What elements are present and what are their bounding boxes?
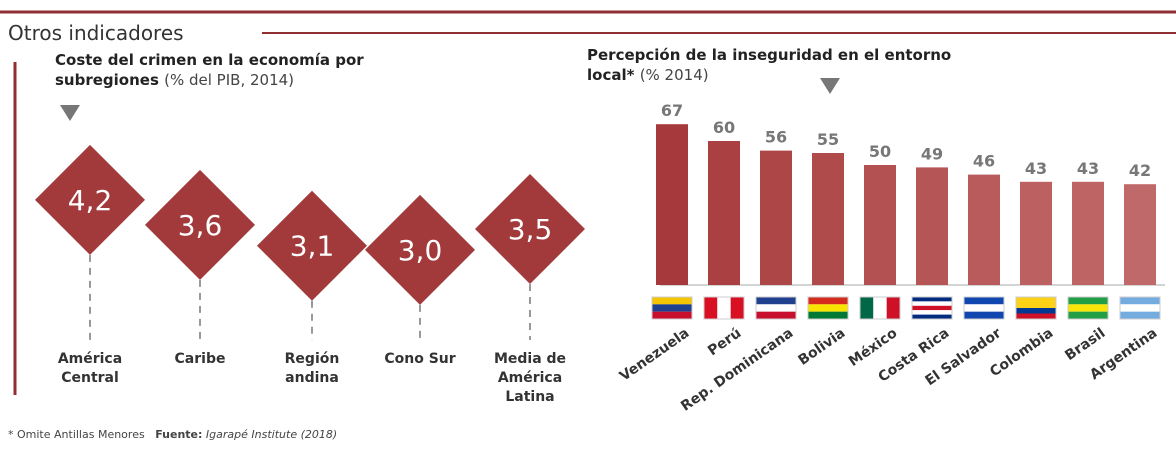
flag-border — [1067, 296, 1109, 320]
bar — [812, 153, 844, 285]
flag-stripe — [964, 304, 1004, 312]
flag-stripe — [1120, 304, 1160, 312]
value-label: 49 — [921, 144, 943, 163]
category-label: Cono Sur — [384, 351, 456, 367]
flag-stripe — [756, 311, 796, 319]
flag-stripe — [912, 301, 952, 306]
footer: * Omite Antillas Menores Fuente: Igarapé… — [8, 428, 337, 441]
flag-stripe — [964, 297, 1004, 305]
category-label: América Central — [57, 351, 123, 386]
flag-stripe — [1120, 311, 1160, 319]
value-label: 3,6 — [178, 209, 223, 242]
bar — [760, 150, 792, 285]
category-label: Brasil — [1062, 325, 1108, 364]
flag-stripe — [1016, 313, 1056, 319]
header-title: Otros indicadores — [8, 21, 184, 45]
category-label: Perú — [705, 325, 744, 359]
subtitle: (% 2014) — [639, 66, 709, 84]
flag-stripe — [1016, 297, 1056, 303]
flag-stripe — [808, 304, 848, 312]
bar — [1124, 184, 1156, 285]
flag-stripe — [912, 297, 952, 302]
marker — [820, 78, 840, 94]
flag-stripe — [808, 311, 848, 319]
value-label: 43 — [1077, 159, 1099, 178]
right-heading: Percepción de la inseguridad en el entor… — [587, 45, 957, 85]
flag-stripe — [1068, 311, 1108, 319]
note: * Omite Antillas Menores — [8, 428, 145, 441]
bar — [864, 165, 896, 285]
flag-stripe — [756, 304, 796, 312]
source: Igarapé Institute (2018) — [205, 428, 338, 441]
value-label: 55 — [817, 130, 839, 149]
subtitle: (% del PIB, 2014) — [164, 71, 295, 89]
value-label: 46 — [973, 152, 995, 171]
source-label: Fuente: — [155, 428, 203, 441]
flag-stripe — [912, 310, 952, 315]
flag-stripe — [912, 314, 952, 319]
value-label: 60 — [713, 118, 735, 137]
flag-border — [651, 296, 693, 320]
flag-stripe — [717, 297, 731, 319]
bar — [708, 141, 740, 285]
flag-border — [1119, 296, 1161, 320]
flag-border — [703, 296, 745, 320]
flag-border — [1015, 296, 1057, 320]
flag-stripe — [652, 311, 692, 319]
value-label: 42 — [1129, 161, 1151, 180]
flag-stripe — [756, 297, 796, 305]
diamond — [257, 190, 367, 301]
flag-stripe — [1016, 302, 1056, 308]
value-label: 4,2 — [68, 184, 113, 217]
flag-stripe — [1068, 304, 1108, 312]
category-label: Caribe — [174, 351, 226, 367]
diamond — [475, 174, 585, 285]
value-label: 43 — [1025, 159, 1047, 178]
bar — [656, 124, 688, 285]
value-label: 50 — [869, 142, 891, 161]
value-label: 67 — [661, 101, 683, 120]
category-label: Venezuela — [617, 325, 692, 385]
flag-stripe — [652, 304, 692, 312]
flag-stripe — [808, 297, 848, 305]
flag-stripe — [1120, 297, 1160, 305]
bar — [1072, 181, 1104, 285]
value-label: 3,0 — [398, 234, 443, 267]
title: Percepción de la inseguridad en el entor… — [587, 46, 952, 84]
flag-border — [755, 296, 797, 320]
flag-stripe — [964, 311, 1004, 319]
flag-border — [859, 296, 901, 320]
category-label: Región andina — [284, 351, 340, 386]
marker — [60, 105, 80, 121]
diamond — [145, 169, 255, 280]
title: Coste del crimen en la economía por subr… — [55, 51, 364, 89]
flag-stripe — [652, 297, 692, 305]
bar — [1020, 181, 1052, 285]
flag-stripe — [860, 297, 874, 319]
flag-border — [963, 296, 1005, 320]
diamond — [365, 194, 475, 305]
flag-stripe — [1068, 297, 1108, 305]
value-label: 3,5 — [508, 213, 553, 246]
bar — [916, 167, 948, 285]
diamond — [35, 144, 145, 255]
value-label: 56 — [765, 128, 787, 147]
flag-border — [911, 296, 953, 320]
flag-stripe — [730, 297, 744, 319]
category-label: Media de América Latina — [493, 351, 567, 405]
bar — [968, 174, 1000, 285]
flag-stripe — [912, 305, 952, 311]
flag-stripe — [704, 297, 718, 319]
flag-stripe — [886, 297, 900, 319]
flag-stripe — [1016, 308, 1056, 314]
left-heading: Coste del crimen en la economía por subr… — [55, 50, 400, 90]
flag-stripe — [873, 297, 887, 319]
category-label: Bolivia — [795, 325, 848, 369]
flag-border — [807, 296, 849, 320]
value-label: 3,1 — [290, 230, 335, 263]
